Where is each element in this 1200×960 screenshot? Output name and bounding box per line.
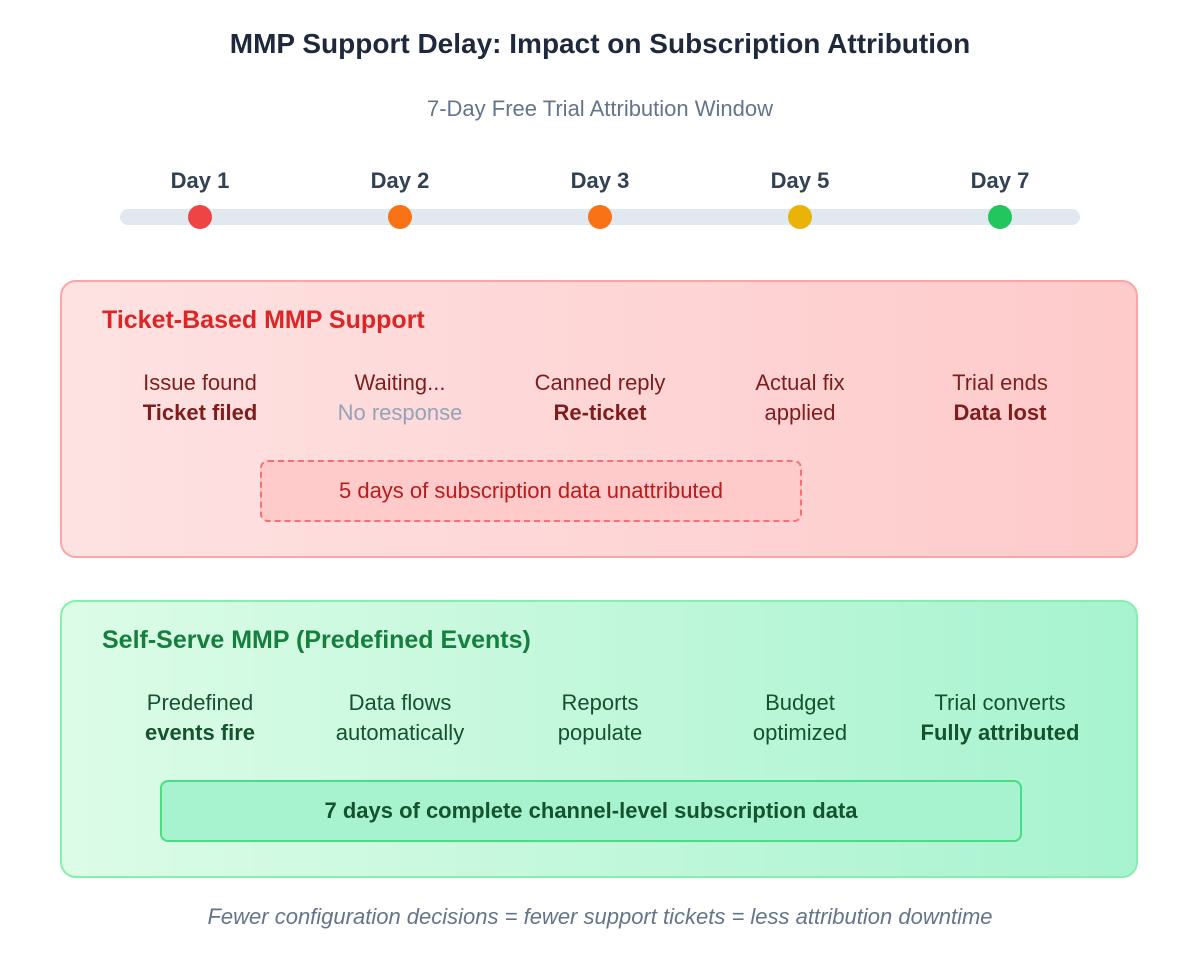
step-line2: No response xyxy=(337,400,463,425)
step-line2: Data lost xyxy=(953,400,1047,425)
step-line2: Fully attributed xyxy=(920,720,1080,745)
step-line1: Predefined xyxy=(146,690,254,715)
panel-title: Self-Serve MMP (Predefined Events) xyxy=(102,626,531,654)
unattributed-callout: 5 days of subscription data unattributed xyxy=(260,460,802,522)
step-card: Issue found Ticket filed xyxy=(105,368,295,428)
step-line1: Trial ends xyxy=(952,370,1048,395)
diagram-subtitle: 7-Day Free Trial Attribution Window xyxy=(426,96,774,121)
timeline-day-label: Day 3 xyxy=(570,168,630,193)
timeline-dot xyxy=(588,205,612,229)
timeline-day-label: Day 7 xyxy=(970,168,1030,193)
step-line2: Ticket filed xyxy=(142,400,258,425)
step-line2: populate xyxy=(557,720,643,745)
footer-note: Fewer configuration decisions = fewer su… xyxy=(207,904,993,929)
step-line1: Data flows xyxy=(348,690,452,715)
timeline-dot xyxy=(188,205,212,229)
step-card: Waiting... No response xyxy=(305,368,495,428)
timeline-day-label: Day 1 xyxy=(170,168,230,193)
step-card: Trial converts Fully attributed xyxy=(905,688,1095,748)
step-line2: applied xyxy=(764,400,836,425)
step-card: Canned reply Re-ticket xyxy=(505,368,695,428)
panel-title: Ticket-Based MMP Support xyxy=(102,306,425,334)
step-card: Predefined events fire xyxy=(105,688,295,748)
step-line2: events fire xyxy=(144,720,256,745)
step-card: Actual fix applied xyxy=(705,368,895,428)
step-line1: Issue found xyxy=(143,370,257,395)
timeline-dot xyxy=(988,205,1012,229)
step-card: Reports populate xyxy=(505,688,695,748)
step-line2: automatically xyxy=(335,720,465,745)
step-line1: Budget xyxy=(765,690,835,715)
step-line1: Canned reply xyxy=(534,370,666,395)
timeline-day-label: Day 2 xyxy=(370,168,430,193)
timeline-dot xyxy=(788,205,812,229)
step-card: Trial ends Data lost xyxy=(905,368,1095,428)
step-line2: Re-ticket xyxy=(553,400,647,425)
step-line1: Trial converts xyxy=(934,690,1066,715)
step-card: Budget optimized xyxy=(705,688,895,748)
step-line1: Waiting... xyxy=(354,370,446,395)
diagram-title: MMP Support Delay: Impact on Subscriptio… xyxy=(229,28,971,59)
step-card: Data flows automatically xyxy=(305,688,495,748)
timeline-dot xyxy=(388,205,412,229)
step-line2: optimized xyxy=(752,720,848,745)
ticket-based-panel: Ticket-Based MMP Support Issue found Tic… xyxy=(60,280,1138,558)
timeline-day-label: Day 5 xyxy=(770,168,830,193)
self-serve-panel: Self-Serve MMP (Predefined Events) Prede… xyxy=(60,600,1138,878)
step-line1: Reports xyxy=(561,690,639,715)
step-line1: Actual fix xyxy=(755,370,845,395)
complete-data-callout: 7 days of complete channel-level subscri… xyxy=(160,780,1022,842)
